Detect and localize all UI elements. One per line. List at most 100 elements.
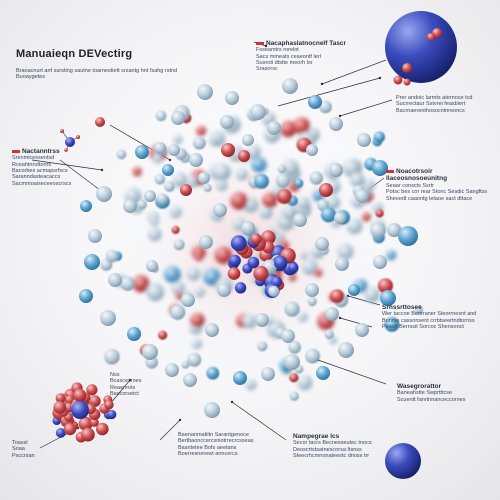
atom-neutral <box>187 352 202 367</box>
atom-neutral <box>235 168 248 181</box>
atom-core <box>234 282 247 294</box>
atom-red <box>53 401 67 414</box>
atom-blue <box>386 249 397 261</box>
atom-neutral <box>152 153 163 164</box>
atom-neutral <box>154 142 166 154</box>
callout-heading-text: Wasegrorattor <box>397 383 442 390</box>
atom-red <box>221 143 235 157</box>
connector-endpoint <box>338 316 342 320</box>
bullet-marker <box>386 169 394 173</box>
atom-red <box>132 166 142 177</box>
atom-neutral <box>297 375 313 390</box>
callout-right-upper: Prer andoic larmts aternoce tcd Sucrrecta… <box>396 95 496 114</box>
atom-neutral <box>205 323 219 337</box>
atom-blue <box>380 290 396 306</box>
callout-heading-text: Noacotrsoir llaceosnosoeunitng <box>386 168 448 183</box>
atom-red <box>196 125 207 136</box>
atom-blue <box>163 266 181 283</box>
atom-core <box>55 428 66 438</box>
atom-neutral <box>335 257 349 271</box>
atom-neutral <box>106 249 119 263</box>
connector-endpoint <box>320 82 324 86</box>
atom-core <box>228 254 241 267</box>
atom-neutral <box>181 293 195 307</box>
atom-neutral <box>288 340 301 354</box>
atom-neutral <box>242 134 254 146</box>
atom-blue <box>316 366 330 380</box>
callout-line: Bacorbes acmapsrfscs <box>12 168 68 175</box>
callout-connector <box>277 77 381 107</box>
top-right-satellite-4 <box>393 75 403 85</box>
atom-neutral <box>370 222 386 239</box>
atom-neutral <box>282 159 299 176</box>
top-right-satellite-5 <box>403 78 411 86</box>
callout-bottom-right: Nampegrae lcs Secor tacrs Becnesseutec tn… <box>293 433 383 459</box>
atom-neutral <box>355 323 369 337</box>
atom-red <box>73 388 87 402</box>
atom-neutral <box>171 281 185 295</box>
atom-neutral <box>281 329 295 343</box>
callout-line: Basntetee Bofs aeetans <box>178 444 237 451</box>
atom-red <box>361 212 371 222</box>
connector-endpoint <box>178 418 182 422</box>
atom-core <box>274 255 288 270</box>
callout-connector <box>231 401 287 441</box>
atom-neutral <box>199 235 213 249</box>
atom-neutral <box>168 144 180 156</box>
atom-neutral <box>334 212 346 224</box>
atom-neutral <box>123 199 137 213</box>
atom-blue <box>206 366 220 380</box>
connector-endpoint <box>378 76 382 80</box>
atom-red <box>194 252 204 262</box>
callout-line: Sheoedt caaontg letaoe sact dttace <box>386 195 473 202</box>
connector-endpoint <box>230 400 234 404</box>
atom-neutral <box>414 305 424 315</box>
atom-neutral <box>88 229 102 243</box>
atom-red <box>96 422 109 436</box>
callout-line: Reaenrots <box>110 384 136 391</box>
callout-line: Rceahtnruttonrs <box>12 161 52 168</box>
callout-line: Potsc bes cor rear Stonc Sesdic Sangftss <box>386 189 488 196</box>
bullet-marker <box>12 149 20 153</box>
atom-neutral <box>144 190 156 202</box>
callout-line: Pescrt Berrssit Sorcoc Shensonct <box>382 324 464 331</box>
intro-line: Buoaygetes <box>16 74 46 81</box>
atom-red <box>86 384 98 396</box>
callout-line: Srasorsc <box>256 66 278 73</box>
atom-neutral <box>387 223 401 237</box>
callout-connector <box>109 379 131 405</box>
page-title: Manuaieqn DEVectirg <box>16 48 133 60</box>
atom-neutral <box>241 221 255 235</box>
atom-blue <box>308 95 322 109</box>
callout-line: Steecrhcmnonateestc dnoss trr <box>293 453 370 460</box>
atom-core <box>230 235 247 252</box>
atom-neutral <box>208 135 218 145</box>
atom-neutral <box>169 206 182 218</box>
callout-right-mid: Noacotrsoir llaceosnosoeunitng Seaar cons… <box>386 168 494 202</box>
callout-line: Toassl <box>12 440 28 446</box>
callout-heading-text: Nactanntrss <box>22 148 60 155</box>
nucleus-cluster <box>52 382 117 443</box>
callout-line: Bacrnaerenthosocntnreoncs <box>396 107 465 114</box>
atom-neutral <box>277 164 287 174</box>
foreground-atoms <box>79 78 418 418</box>
bullet-marker <box>256 41 264 45</box>
callout-line: Scuentt fanrtnnanceccornes <box>397 396 466 403</box>
atom-neutral <box>146 283 165 301</box>
intro-line: Braoacnurt anf sursting sautne toarnesti… <box>16 68 178 74</box>
atom-red <box>55 393 66 403</box>
callout-connector <box>339 99 393 117</box>
atom-neutral <box>147 227 162 241</box>
atom-red <box>63 423 77 436</box>
atom-neutral <box>225 91 239 105</box>
callout-heading: Nacaphaslatnocnelf Tascr <box>256 40 376 47</box>
atom-blue <box>84 254 100 270</box>
atom-neutral <box>319 100 332 114</box>
atom-red <box>253 265 269 282</box>
atom-blue <box>254 173 269 189</box>
callout-heading: Srnssrttosee <box>382 304 494 311</box>
atom-neutral <box>329 117 343 131</box>
atom-neutral <box>165 363 179 377</box>
atom-blue <box>127 327 141 341</box>
